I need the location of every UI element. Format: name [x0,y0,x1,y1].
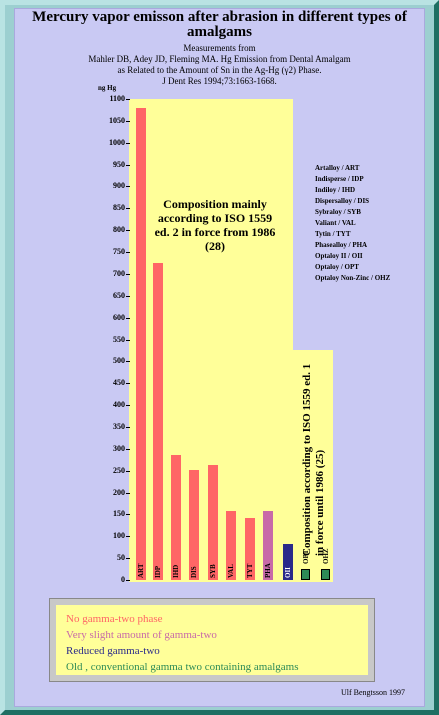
y-tick-mark [126,514,130,516]
bar-ohz [321,569,330,580]
y-tick-label: 950 [113,159,125,169]
subtitle-line-1: Measurements from [183,43,256,53]
y-tick-label: 1100 [109,94,125,103]
y-tick-label: 500 [113,356,125,366]
bar-pha [263,510,273,580]
y-tick-label: 300 [113,443,125,453]
color-legend: No gamma-two phase Very slight amount of… [49,598,375,682]
y-tick-mark [126,120,130,122]
y-tick-label: 800 [113,225,125,235]
author-credit: Ulf Bengtsson 1997 [341,688,405,697]
x-tick-label-tyt: TYT [246,563,254,578]
y-axis-unit: ng Hg [98,84,117,92]
x-tick-label-syb: SYB [209,564,217,578]
y-tick-label: 1000 [109,137,125,147]
abbreviation-legend: Artalloy / ART Indisperse / IDP Indiloy … [315,163,390,284]
y-tick-label: 650 [113,290,125,300]
subtitle-line-2: Mahler DB, Adey JD, Fleming MA. Hg Emiss… [88,54,351,64]
y-tick-mark [126,361,130,363]
annotation-iso-ed1-wrapper: Composition according to ISO 1559 ed. 1 … [301,356,326,556]
y-tick-mark [126,273,130,275]
chart-title-text: Mercury vapor emisson after abrasion in … [32,9,407,40]
y-tick-mark [126,558,130,560]
y-tick-mark [126,405,130,407]
legend-abbr-ohz: Optaloy Non-Zinc / OHZ [315,274,391,282]
y-tick-label: 700 [113,268,125,278]
y-tick-label: 550 [113,334,125,344]
chart-title: Mercury vapor emisson after abrasion in … [0,10,439,40]
bar-ihd [171,454,181,580]
legend-abbr-ihd: Indiloy / IHD [315,186,356,194]
legend-slight-gamma-two: Very slight amount of gamma-two [66,629,217,641]
y-tick-label: 850 [113,203,125,213]
y-tick-label: 600 [113,312,125,322]
y-tick-label: 900 [113,181,125,191]
legend-abbr-idp: Indisperse / IDP [315,175,364,183]
y-tick-mark [126,383,130,385]
y-tick-label: 450 [113,378,125,388]
y-tick-mark [126,317,130,319]
annotation-iso-ed1: Composition according to ISO 1559 ed. 1 … [301,363,326,556]
legend-abbr-tyt: Tytin / TYT [315,230,351,238]
y-tick-mark [126,142,130,144]
legend-reduced-gamma-two: Reduced gamma-two [66,645,160,657]
bar-val [226,510,236,580]
y-tick-mark [126,448,130,450]
legend-abbr-dis: Dispersalloy / DIS [315,197,370,205]
plot-area-iso1 [293,350,333,582]
y-tick-mark [126,164,130,166]
y-tick-mark [126,252,130,254]
x-tick-label-oii: OII [284,567,292,578]
x-tick-label-ihd: IHD [172,564,180,578]
y-tick-label: 400 [113,400,125,410]
annotation-iso-ed2: Composition mainly according to ISO 1559… [154,197,276,253]
y-tick-mark [126,580,130,581]
y-tick-label: 1050 [109,115,125,125]
legend-abbr-pha: Phasealloy / PHA [315,241,368,249]
y-tick-label: 0 [121,575,125,584]
bar-art [136,107,146,580]
y-tick-mark [126,536,130,538]
legend-abbr-val: Valiant / VAL [315,219,356,227]
y-tick-mark [126,295,130,297]
y-tick-label: 100 [113,531,125,541]
legend-abbr-syb: Sybraloy / SYB [315,208,361,216]
y-tick-mark [126,426,130,428]
y-tick-mark [126,470,130,472]
y-tick-mark [126,230,130,232]
y-tick-label: 200 [113,487,125,497]
bar-dis [189,469,199,580]
x-tick-label-dis: DIS [190,566,198,578]
x-tick-label-idp: IDP [154,565,162,578]
legend-old-conventional: Old , conventional gamma two containing … [66,661,299,673]
y-tick-mark [126,492,130,494]
y-tick-label: 150 [113,509,125,519]
y-tick-mark [126,339,130,341]
y-tick-label: 250 [113,465,125,475]
x-tick-label-val: VAL [227,564,235,578]
legend-abbr-art: Artalloy / ART [315,164,360,172]
legend-abbr-oii: Optaloy II / OII [315,252,363,260]
legend-abbr-opt: Optaloy / OPT [315,263,359,271]
y-tick-label: 50 [117,553,125,563]
x-tick-label-art: ART [137,563,145,578]
y-tick-mark [126,99,130,100]
y-tick-mark [126,208,130,210]
bar-syb [208,465,218,580]
y-tick-label: 350 [113,421,125,431]
chart-subtitle: Measurements from Mahler DB, Adey JD, Fl… [0,43,439,87]
legend-no-gamma-two: No gamma-two phase [66,613,163,625]
y-tick-mark [126,186,130,188]
bar-idp [153,262,163,580]
x-tick-label-pha: PHA [264,563,272,578]
bar-opt [301,569,310,580]
subtitle-line-3: as Related to the Amount of Sn in the Ag… [117,65,322,75]
bar-oii [283,544,293,580]
bar-tyt [245,517,255,580]
subtitle-line-4: J Dent Res 1994;73:1663-1668. [162,76,277,86]
y-tick-label: 750 [113,247,125,257]
